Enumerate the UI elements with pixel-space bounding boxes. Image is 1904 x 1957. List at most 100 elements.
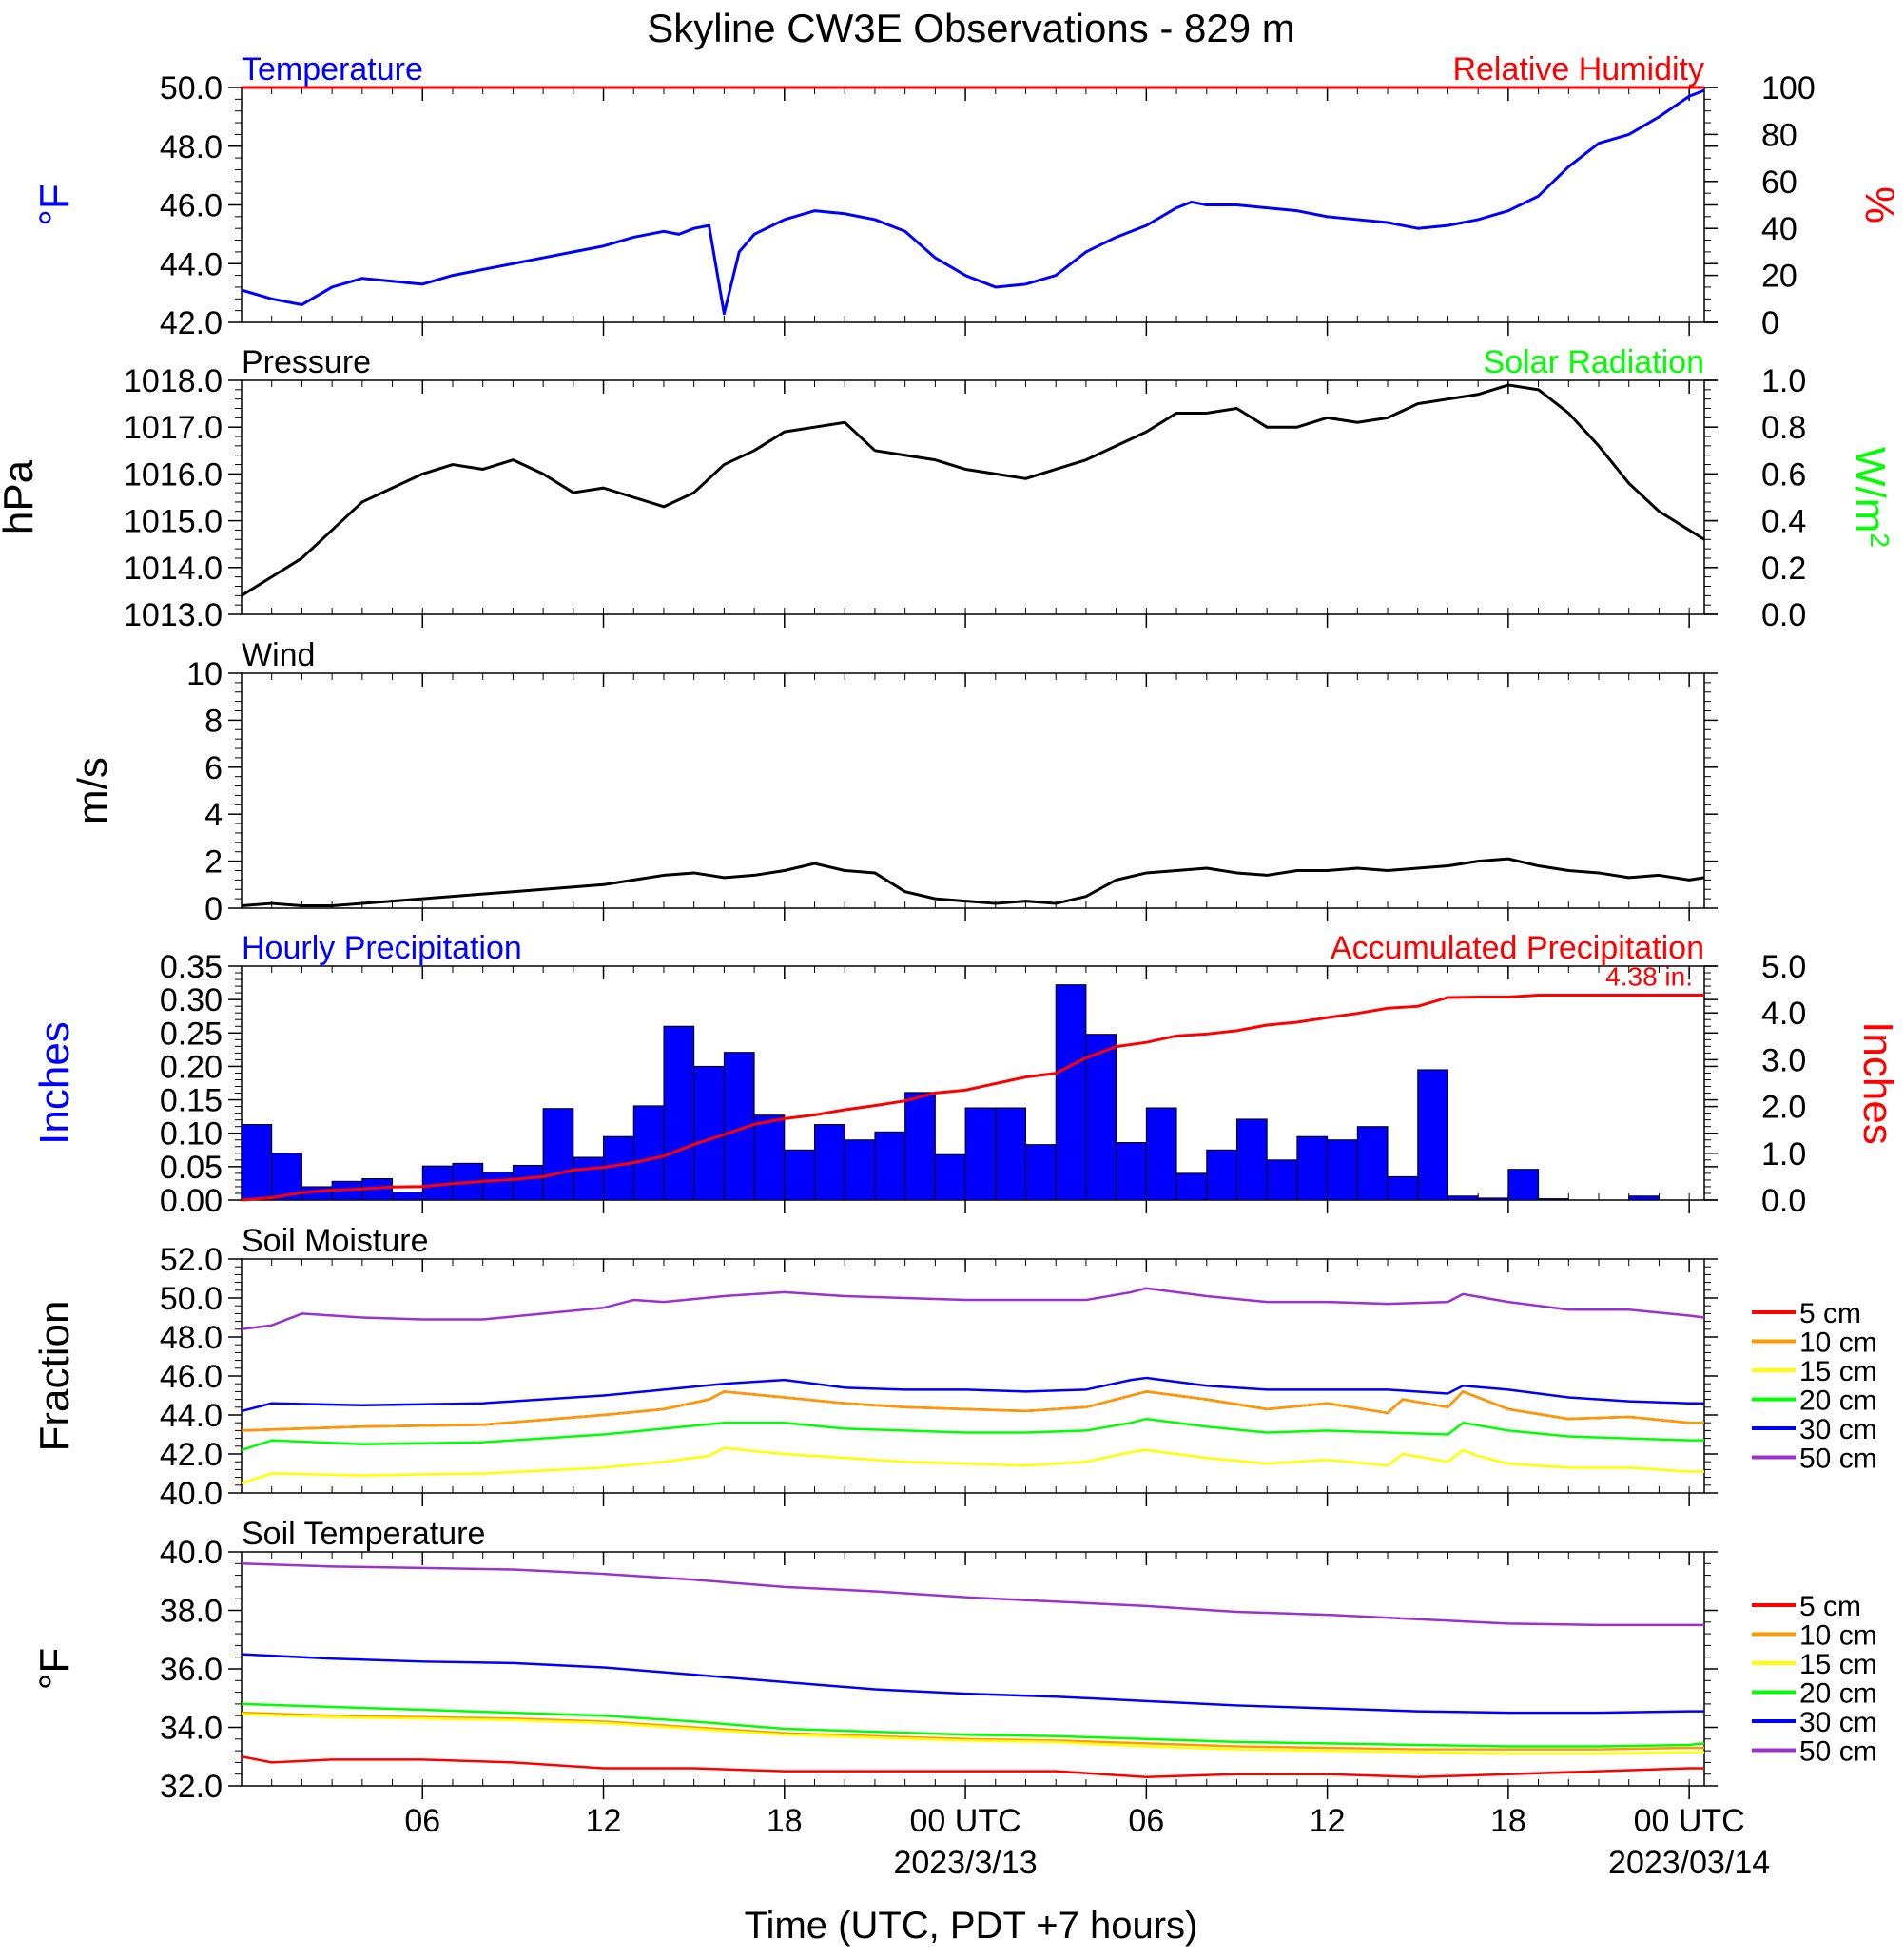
x-axis: 06 12 18 00 UTC 2023/3/13 06 12 18 00 UTC 2023/03…: [404, 1803, 1770, 1881]
accumulated-precip-line: [241, 994, 1704, 1202]
unit-superscript: 2: [1866, 533, 1895, 548]
y-axis-title-right: W/m2: [1847, 447, 1895, 548]
y-right-tick-label: 2.0: [1761, 1090, 1806, 1126]
legend-label: 50 cm: [1799, 1736, 1877, 1768]
y-tick-label: 46.0: [160, 1359, 223, 1395]
y-tick-label: 48.0: [160, 129, 223, 165]
precip-bar: [573, 1156, 605, 1201]
series-line-20cm: [241, 1702, 1705, 1748]
plot-frame: [241, 87, 1705, 323]
y-tick-label: 1013.0: [124, 597, 223, 633]
x-tick-label: 06: [404, 1803, 440, 1839]
legend-label: 30 cm: [1799, 1707, 1877, 1738]
series-line-5cm: [241, 1755, 1704, 1779]
plot-frame: [241, 1551, 1705, 1787]
plot-frame: [241, 379, 1705, 615]
precip-bar: [693, 1065, 725, 1201]
y-tick-label: 6: [204, 750, 223, 786]
series-line-15cm: [241, 1446, 1704, 1484]
legend-label: 10 cm: [1799, 1327, 1877, 1359]
precip-bar: [874, 1131, 906, 1201]
y-right-tick-label: 100: [1761, 70, 1816, 107]
y-tick-label: 44.0: [160, 246, 223, 282]
legend-label: 50 cm: [1799, 1444, 1877, 1475]
y-right-tick-label: 3.0: [1761, 1042, 1806, 1078]
precip-bar: [784, 1149, 816, 1201]
x-tick-label: 00 UTC: [1634, 1803, 1745, 1839]
y-tick-label: 36.0: [160, 1652, 223, 1688]
panel-left-label: Temperature: [242, 51, 423, 87]
y-axis-title: Fraction: [31, 1301, 78, 1452]
precip-bar: [1507, 1169, 1540, 1201]
y-right-tick-label: 0.8: [1761, 410, 1806, 446]
precip-bar: [1296, 1135, 1329, 1201]
legend-label: 15 cm: [1799, 1649, 1877, 1680]
y-tick-label: 0.15: [160, 1083, 223, 1119]
y-tick-label: 34.0: [160, 1711, 223, 1747]
precip-bar: [1206, 1149, 1237, 1201]
y-right-tick-label: 1.0: [1761, 1136, 1806, 1172]
x-tick-date-label: 2023/03/14: [1608, 1845, 1770, 1881]
x-tick-label: 12: [1310, 1803, 1346, 1839]
y-tick-label: 50.0: [160, 70, 223, 107]
series-line-20cm: [241, 1417, 1704, 1452]
series-line-10cm: [241, 1711, 1704, 1751]
accumulated-total-label: 4.38 in.: [1605, 962, 1693, 992]
y-tick-label: 42.0: [160, 1437, 223, 1473]
y-right-tick-label: 0: [1761, 305, 1779, 341]
panel-right-label: Accumulated Precipitation: [1331, 930, 1704, 966]
x-axis-label: Time (UTC, PDT +7 hours): [745, 1905, 1198, 1947]
legend-label: 20 cm: [1799, 1678, 1877, 1710]
precip-bar: [1538, 1198, 1569, 1201]
precip-bar: [1175, 1172, 1208, 1201]
y-tick-label: 46.0: [160, 188, 223, 224]
y-tick-label: 2: [204, 844, 223, 881]
legend-label: 20 cm: [1799, 1385, 1877, 1417]
y-right-tick-label: 0.6: [1761, 456, 1806, 493]
precip-bar: [1477, 1197, 1509, 1201]
series-line-wind_speed: [241, 857, 1705, 908]
precip-bar: [663, 1025, 695, 1201]
legend-label: 30 cm: [1799, 1414, 1877, 1445]
y-tick-label: 50.0: [160, 1281, 223, 1317]
precip-bar: [1085, 1034, 1117, 1201]
panels: 42.044.046.048.050.0020406080100Temperat…: [0, 51, 1903, 1805]
y-tick-label: 40.0: [160, 1535, 223, 1571]
panel-precip: 0.000.050.100.150.200.250.300.35 0.0 1.0 2.…: [31, 930, 1901, 1219]
precip-bar: [814, 1124, 845, 1201]
y-tick-label: 8: [204, 703, 223, 739]
y-axis-title: Inches: [31, 1021, 78, 1145]
precip-bar: [542, 1108, 574, 1201]
precip-bar: [1417, 1069, 1448, 1201]
precip-bar: [844, 1139, 876, 1201]
y-tick-label: 0.25: [160, 1016, 223, 1052]
panel-soil_moisture: 40.042.044.046.048.050.052.0 Soil Moistur…: [31, 1223, 1877, 1512]
y-right-tick-label: 4.0: [1761, 996, 1806, 1032]
y-tick-label: 38.0: [160, 1594, 223, 1630]
y-right-tick-label: 0.4: [1761, 504, 1806, 540]
precip-bar: [964, 1107, 997, 1201]
y-right-tick-label: 5.0: [1761, 949, 1806, 985]
y-tick-label: 4: [204, 797, 223, 833]
series-line-50cm: [241, 1287, 1705, 1331]
y-right-tick-label: 1.0: [1761, 363, 1806, 399]
panel-left-label: Soil Moisture: [242, 1223, 429, 1259]
legend-label: 5 cm: [1799, 1298, 1861, 1329]
y-tick-label: 0.20: [160, 1049, 223, 1085]
series-line-pressure: [241, 383, 1705, 597]
x-tick-label: 00 UTC: [910, 1803, 1021, 1839]
precip-bar: [753, 1114, 786, 1201]
y-tick-label: 0.05: [160, 1150, 223, 1186]
y-tick-label: 1018.0: [124, 363, 223, 399]
y-tick-label: 48.0: [160, 1320, 223, 1356]
x-tick-label: 18: [1490, 1803, 1526, 1839]
y-tick-label: 10: [186, 656, 223, 692]
precip-bar: [392, 1192, 423, 1201]
y-right-tick-label: 60: [1761, 165, 1797, 201]
y-tick-label: 44.0: [160, 1398, 223, 1434]
y-right-tick-label: 40: [1761, 211, 1797, 247]
precip-bar: [1235, 1118, 1268, 1201]
series-line-temperature: [241, 88, 1705, 316]
series-line-30cm: [241, 1376, 1704, 1413]
precip-bar: [1628, 1195, 1660, 1201]
